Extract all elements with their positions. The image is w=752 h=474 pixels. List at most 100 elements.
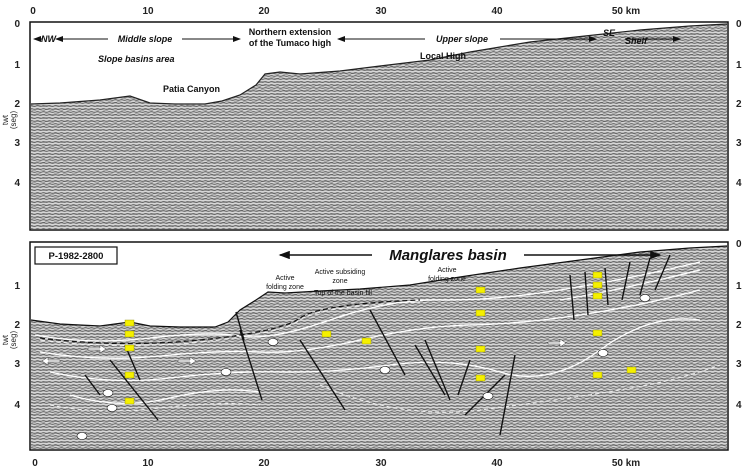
bottom-y-tick-right: 1 xyxy=(736,281,742,292)
top-y-tick: 1 xyxy=(14,60,20,71)
top-y-tick: 0 xyxy=(14,19,20,30)
bottom-annotations: Active folding zone Active subsiding zon… xyxy=(266,267,466,297)
horizon-circle xyxy=(220,368,232,376)
bottom-seismic-overlay xyxy=(31,246,727,449)
top-x-axis: 0 10 20 30 40 50 km xyxy=(30,6,640,17)
yellow-tag xyxy=(321,330,332,338)
fault-line xyxy=(621,261,631,301)
yellow-tag xyxy=(124,330,135,338)
horizon-circle xyxy=(102,389,114,397)
fault-line xyxy=(424,339,451,401)
bottom-x-tick: 40 xyxy=(491,458,503,469)
label-patia-canyon: Patia Canyon xyxy=(163,84,220,94)
deep-dashed-line xyxy=(49,403,261,412)
top-x-tick: 50 km xyxy=(612,6,640,17)
label-middle-slope: Middle slope xyxy=(118,34,173,44)
bottom-y-axis-right: 0 1 2 3 4 xyxy=(736,239,742,411)
top-y-axis-right: 0 1 2 3 4 xyxy=(736,19,742,189)
label-local-high: Local High xyxy=(420,51,466,61)
yellow-tag xyxy=(124,319,135,327)
yellow-tag xyxy=(592,271,603,279)
yellow-tag xyxy=(592,371,603,379)
bottom-y-tick: 1 xyxy=(14,281,20,292)
yellow-tag xyxy=(124,371,135,379)
basin-title: Manglares basin xyxy=(389,247,507,264)
horizon-circle xyxy=(639,294,651,302)
fault-line xyxy=(109,359,159,421)
top-basin-fill-line-white xyxy=(39,301,421,346)
top-y-tick: 3 xyxy=(14,138,20,149)
top-y-label: twt xyxy=(1,114,10,125)
yellow-tag xyxy=(475,374,486,382)
top-panel: 0 10 20 30 40 50 km 0 1 2 3 4 twt (seg) … xyxy=(1,6,742,231)
fault-line xyxy=(584,271,589,316)
top-x-tick: 20 xyxy=(258,6,270,17)
label-nw: NW xyxy=(41,34,57,44)
label-upper-slope: Upper slope xyxy=(436,34,488,44)
line-id-box: P-1982-2800 xyxy=(34,246,118,265)
bottom-y-tick-right: 0 xyxy=(736,239,742,250)
yellow-tag xyxy=(626,366,637,374)
arrow-marker xyxy=(177,356,197,366)
top-x-tick: 0 xyxy=(30,6,36,17)
arrow-marker xyxy=(547,338,567,348)
horizon-circle xyxy=(106,404,118,412)
fault-line xyxy=(639,257,651,296)
fault-line xyxy=(457,359,471,396)
bottom-x-tick: 10 xyxy=(142,458,154,469)
bottom-y-label: twt xyxy=(1,334,10,345)
top-y-tick-right: 1 xyxy=(736,60,742,71)
line-id-frame xyxy=(34,246,118,265)
bottom-x-tick: 20 xyxy=(258,458,270,469)
top-x-tick: 40 xyxy=(491,6,503,17)
annotation-subsiding-2: zone xyxy=(332,278,347,285)
yellow-tag xyxy=(475,309,486,317)
bottom-y-tick: 2 xyxy=(14,320,20,331)
annotation-active-right-2: folding zone xyxy=(428,276,466,283)
yellow-tag xyxy=(124,344,135,352)
bottom-y-tick-right: 3 xyxy=(736,359,742,370)
fault-line xyxy=(654,254,671,291)
horizon-circle xyxy=(267,338,279,346)
yellow-tag xyxy=(475,286,486,294)
horizon-circle xyxy=(379,366,391,374)
deep-dashed-line xyxy=(319,364,721,413)
fault-line xyxy=(499,354,516,436)
yellow-tags xyxy=(124,271,637,405)
top-x-tick: 30 xyxy=(375,6,387,17)
bottom-y-axis-left: 1 2 3 4 twt (seg) xyxy=(1,281,20,411)
top-y-tick-right: 2 xyxy=(736,99,742,110)
top-basin-fill-line xyxy=(39,299,421,345)
fault-line xyxy=(84,374,101,396)
bottom-y-label-unit: (seg) xyxy=(9,331,18,350)
yellow-tag xyxy=(592,281,603,289)
basin-title-bg xyxy=(372,246,524,264)
bottom-x-tick: 0 xyxy=(32,458,38,469)
bottom-y-tick: 3 xyxy=(14,359,20,370)
annotation-top-basin-fill: Top of the basin fill xyxy=(314,290,372,297)
label-northern-ext-1: Northern extension xyxy=(249,27,332,37)
bottom-y-tick-right: 4 xyxy=(736,400,742,411)
top-y-label-unit: (seg) xyxy=(9,111,18,130)
bottom-panel: 0 10 20 30 40 50 km 1 2 3 4 twt (seg) 0 … xyxy=(1,239,742,469)
bottom-x-axis: 0 10 20 30 40 50 km xyxy=(32,458,640,469)
annotation-subsiding-1: Active subsiding xyxy=(315,269,366,276)
arrow-marker xyxy=(87,344,107,354)
horizon-circle xyxy=(482,392,494,400)
yellow-tag xyxy=(124,397,135,405)
label-se: SE xyxy=(603,28,616,38)
top-y-tick: 2 xyxy=(14,99,20,110)
horizon-line xyxy=(69,389,261,404)
top-y-tick-right: 0 xyxy=(736,19,742,30)
fault-line xyxy=(569,274,575,321)
annotation-active-left-2: folding zone xyxy=(266,284,304,291)
label-northern-ext-2: of the Tumaco high xyxy=(249,38,331,48)
yellow-tag xyxy=(475,345,486,353)
annotation-active-left-1: Active xyxy=(275,275,294,282)
faults xyxy=(84,254,671,436)
horizon-circle xyxy=(597,349,609,357)
bottom-x-tick: 30 xyxy=(375,458,387,469)
yellow-tag xyxy=(592,292,603,300)
top-labels: NW Middle slope Slope basins area Northe… xyxy=(41,27,648,94)
